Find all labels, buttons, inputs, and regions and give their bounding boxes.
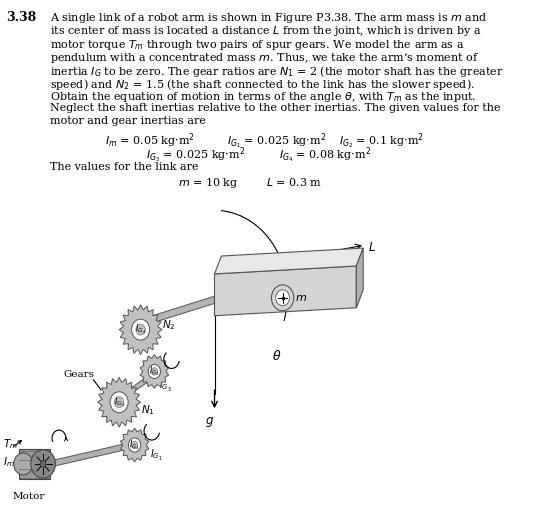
Text: $I_{G_1}$ = 0.025 kg·m$^2$: $I_{G_1}$ = 0.025 kg·m$^2$ <box>227 132 327 151</box>
Circle shape <box>110 392 128 413</box>
Text: $g$: $g$ <box>205 415 214 429</box>
Text: motor and gear inertias are: motor and gear inertias are <box>50 116 205 126</box>
Polygon shape <box>215 266 357 316</box>
Polygon shape <box>120 428 149 462</box>
Text: $m$ = 10 kg: $m$ = 10 kg <box>177 176 238 190</box>
Polygon shape <box>119 305 162 355</box>
Text: $L$: $L$ <box>369 241 376 254</box>
Text: $L$ = 0.3 m: $L$ = 0.3 m <box>266 176 322 188</box>
Text: speed) and $N_2$ = 1.5 (the shaft connected to the link has the slower speed).: speed) and $N_2$ = 1.5 (the shaft connec… <box>50 77 474 92</box>
Circle shape <box>148 364 161 378</box>
Polygon shape <box>357 248 363 308</box>
Circle shape <box>31 450 55 478</box>
Circle shape <box>271 285 294 311</box>
Text: $I_{G_3}$ = 0.025 kg·m$^2$: $I_{G_3}$ = 0.025 kg·m$^2$ <box>146 146 245 165</box>
Circle shape <box>128 438 141 452</box>
Text: Obtain the equation of motion in terms of the angle $\theta$, with $T_m$ as the : Obtain the equation of motion in terms o… <box>50 90 476 104</box>
Circle shape <box>115 397 124 408</box>
Circle shape <box>151 368 158 375</box>
Text: $T_m$: $T_m$ <box>3 437 18 451</box>
Text: $I_m$ = 0.05 kg·m$^2$: $I_m$ = 0.05 kg·m$^2$ <box>104 132 194 150</box>
Polygon shape <box>144 297 215 325</box>
Text: motor torque $T_m$ through two pairs of spur gears. We model the arm as a: motor torque $T_m$ through two pairs of … <box>50 38 464 51</box>
Circle shape <box>132 319 150 340</box>
Circle shape <box>14 453 33 475</box>
Text: $I_m$: $I_m$ <box>3 455 15 469</box>
Text: $m$: $m$ <box>295 293 307 303</box>
Text: $I_{G_4}$: $I_{G_4}$ <box>135 323 146 336</box>
Text: $I_{G_2}$: $I_{G_2}$ <box>114 396 124 409</box>
Circle shape <box>136 324 145 335</box>
Text: 3.38: 3.38 <box>7 12 37 24</box>
Text: $\theta$: $\theta$ <box>272 350 281 364</box>
Text: $I_{G_4}$ = 0.08 kg·m$^2$: $I_{G_4}$ = 0.08 kg·m$^2$ <box>279 146 371 165</box>
Circle shape <box>276 290 289 306</box>
Text: Motor: Motor <box>13 492 45 501</box>
Text: Gears: Gears <box>63 370 94 379</box>
Text: Arm: Arm <box>252 259 276 269</box>
Bar <box>20 449 50 479</box>
Polygon shape <box>50 443 129 467</box>
Text: $N_1$: $N_1$ <box>141 403 155 417</box>
Circle shape <box>132 441 138 449</box>
Text: The values for the link are: The values for the link are <box>50 162 198 172</box>
Text: pendulum with a concentrated mass $m$. Thus, we take the arm’s moment of: pendulum with a concentrated mass $m$. T… <box>50 51 478 65</box>
Text: $I_{G_3}$: $I_{G_3}$ <box>149 365 159 378</box>
Text: $N_2$: $N_2$ <box>162 318 176 332</box>
Text: A single link of a robot arm is shown in Figure P3.38. The arm mass is $m$ and: A single link of a robot arm is shown in… <box>50 12 487 25</box>
Circle shape <box>40 461 46 467</box>
Text: its center of mass is located a distance $L$ from the joint, which is driven by : its center of mass is located a distance… <box>50 25 481 38</box>
Text: inertia $I_G$ to be zero. The gear ratios are $N_1$ = 2 (the motor shaft has the: inertia $I_G$ to be zero. The gear ratio… <box>50 64 503 79</box>
Text: $I_{G_2}$ = 0.1 kg·m$^2$: $I_{G_2}$ = 0.1 kg·m$^2$ <box>339 132 424 151</box>
Text: Neglect the shaft inertias relative to the other inertias. The given values for : Neglect the shaft inertias relative to t… <box>50 103 500 113</box>
Text: $I_{G_1}$: $I_{G_1}$ <box>129 438 140 452</box>
Polygon shape <box>118 372 156 401</box>
Polygon shape <box>98 377 141 427</box>
Polygon shape <box>215 248 363 274</box>
Polygon shape <box>140 355 169 388</box>
Text: $I_{G_1}$: $I_{G_1}$ <box>150 447 163 463</box>
Text: $I_{G_3}$: $I_{G_3}$ <box>159 379 171 394</box>
